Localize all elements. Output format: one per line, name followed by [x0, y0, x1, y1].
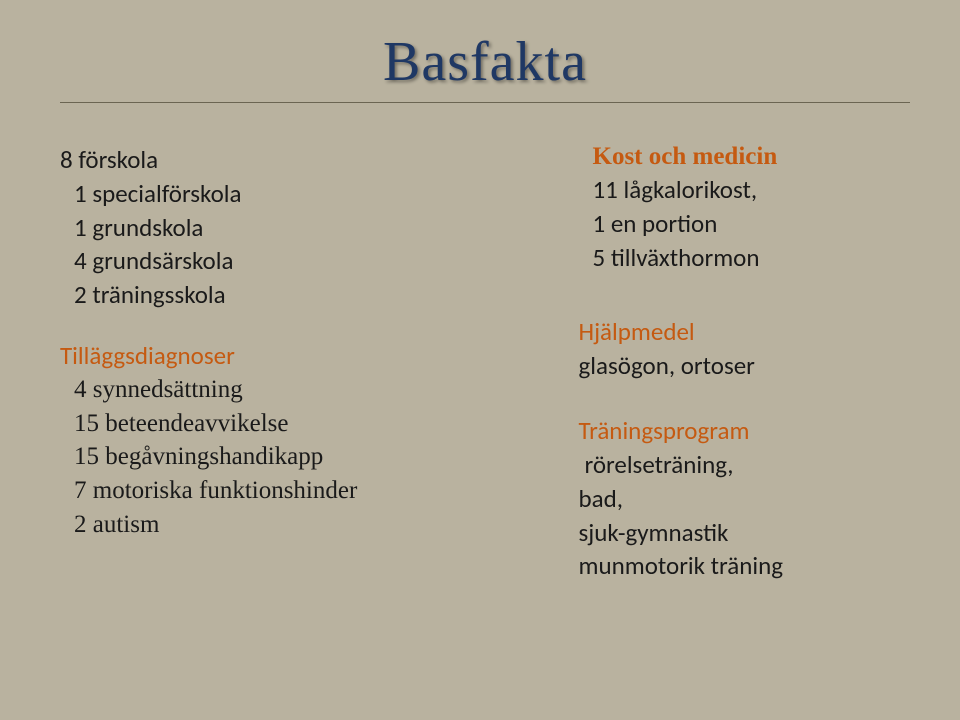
content-columns: 8 förskola 1 specialförskola 1 grundskol…	[60, 143, 910, 611]
diag-item: 2 autism	[60, 508, 509, 542]
school-item: 1 grundskola	[60, 211, 509, 245]
traning-block: Träningsprogram rörelseträning, bad, sju…	[579, 415, 911, 583]
diag-item: 15 begåvningshandikapp	[60, 440, 509, 474]
hjalp-text: glasögon, ortoser	[579, 349, 911, 383]
school-item: 4 grundsärskola	[60, 244, 509, 278]
diagnoses-block: Tilläggsdiagnoser 4 synnedsättning 15 be…	[60, 340, 509, 542]
diagnoses-heading: Tilläggsdiagnoser	[60, 340, 509, 371]
schools-block: 8 förskola 1 specialförskola 1 grundskol…	[60, 143, 509, 312]
school-item: 8 förskola	[60, 143, 509, 177]
title-underline	[60, 102, 910, 103]
school-item: 1 specialförskola	[60, 177, 509, 211]
tran-item: munmotorik träning	[579, 549, 911, 583]
kost-block: Kost och medicin 11 lågkalorikost, 1 en …	[579, 143, 911, 274]
kost-item: 11 lågkalorikost,	[579, 173, 911, 207]
kost-heading: Kost och medicin	[579, 143, 911, 171]
hjalp-block: Hjälpmedel glasögon, ortoser	[579, 316, 911, 383]
left-column: 8 förskola 1 specialförskola 1 grundskol…	[60, 143, 509, 611]
tran-item: bad,	[579, 482, 911, 516]
page-title: Basfakta	[60, 30, 910, 94]
slide: Basfakta 8 förskola 1 specialförskola 1 …	[0, 0, 960, 720]
traning-heading: Träningsprogram	[579, 415, 911, 446]
diag-item: 15 beteendeavvikelse	[60, 407, 509, 441]
tran-item: rörelseträning,	[579, 448, 911, 482]
kost-item: 1 en portion	[579, 207, 911, 241]
kost-item: 5 tillväxthormon	[579, 241, 911, 275]
diag-item: 4 synnedsättning	[60, 373, 509, 407]
hjalp-heading: Hjälpmedel	[579, 316, 911, 347]
right-column: Kost och medicin 11 lågkalorikost, 1 en …	[569, 143, 911, 611]
tran-item: sjuk-gymnastik	[579, 516, 911, 550]
diag-item: 7 motoriska funktionshinder	[60, 474, 509, 508]
school-item: 2 träningsskola	[60, 278, 509, 312]
